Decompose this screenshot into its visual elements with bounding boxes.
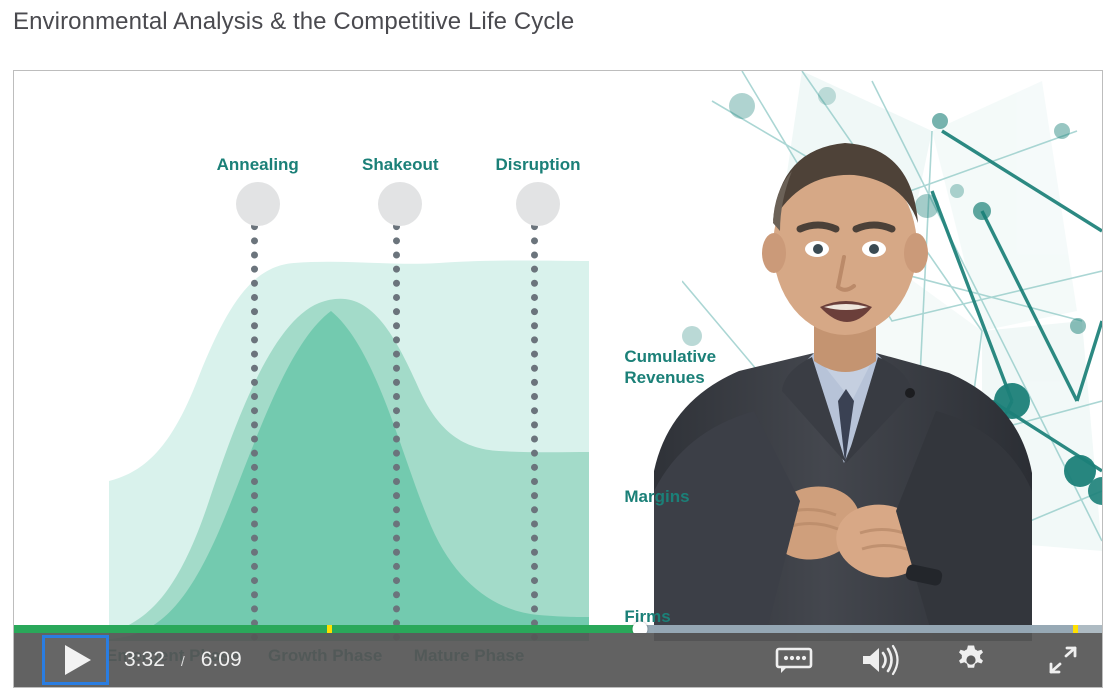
series-label-margins: Margins: [624, 487, 690, 506]
milestone-label-shakeout: Shakeout: [362, 155, 439, 174]
duration-time: 6:09: [200, 648, 242, 671]
milestone-dot-disruption: [516, 182, 560, 226]
time-display: 3:32 / 6:09: [124, 648, 242, 672]
progress-bar[interactable]: [14, 621, 1102, 637]
milestone-line-shakeout: [393, 209, 407, 641]
current-time: 3:32: [124, 648, 165, 671]
captions-button[interactable]: [774, 645, 814, 675]
life-cycle-chart: Annealing Shakeout Disruption Cumulative…: [79, 155, 716, 665]
closed-captions-icon: [775, 647, 813, 673]
fullscreen-button[interactable]: [1046, 643, 1080, 677]
settings-button[interactable]: [954, 643, 988, 677]
milestone-line-disruption: [531, 209, 545, 641]
progress-played: [14, 625, 640, 633]
series-area-firms: [109, 311, 589, 641]
series-label-firms: Firms: [624, 607, 671, 626]
video-control-bar: 3:32 / 6:09: [14, 633, 1102, 687]
video-stage[interactable]: Annealing Shakeout Disruption Cumulative…: [14, 71, 1102, 687]
play-button[interactable]: [42, 635, 109, 685]
progress-marker-2[interactable]: [1072, 625, 1078, 633]
video-player[interactable]: Annealing Shakeout Disruption Cumulative…: [13, 70, 1103, 688]
progress-marker-1[interactable]: [327, 625, 333, 633]
gear-icon: [959, 645, 983, 668]
progress-scrubber-handle[interactable]: [632, 621, 648, 637]
play-triangle-icon: [65, 645, 91, 675]
page-title: Environmental Analysis & the Competitive…: [13, 8, 575, 35]
series-label-line-1: Cumulative: [624, 347, 717, 366]
time-separator: /: [180, 653, 185, 669]
milestone-line-annealing: [250, 209, 265, 641]
chart-areas: [109, 260, 589, 641]
volume-high-icon: [863, 644, 899, 676]
series-label-line-2: Revenues: [624, 368, 705, 387]
milestone-dot-annealing: [235, 182, 280, 226]
network-background-graphic: [682, 71, 1102, 641]
series-label-cumulative-revenues: Cumulative Revenues: [624, 346, 716, 388]
fullscreen-expand-icon: [1049, 646, 1077, 674]
milestone-label-disruption: Disruption: [495, 155, 581, 174]
milestone-label-annealing: Annealing: [216, 155, 299, 174]
milestone-dot-shakeout: [378, 182, 423, 226]
volume-button[interactable]: [859, 644, 899, 676]
